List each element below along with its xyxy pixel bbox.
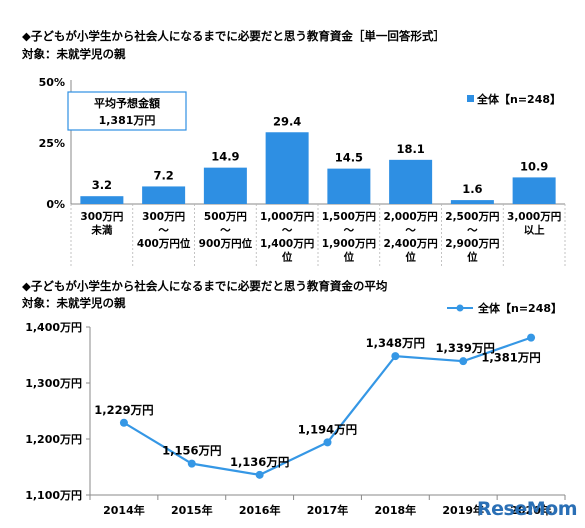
bar-x-tick-label: 300万円	[80, 211, 123, 223]
watermark-logo: ReseMom	[477, 498, 577, 520]
bar-x-tick-label: 500万円	[204, 211, 247, 223]
average-annotation-value: 1,381万円	[99, 114, 156, 127]
bar-x-tick-label: 2,500万円	[445, 211, 499, 223]
bar-y-tick-label: 25%	[39, 137, 65, 150]
line-value-label: 1,381万円	[481, 351, 540, 365]
bar-value-label: 18.1	[396, 142, 424, 156]
bar-x-tick-label: ～	[467, 225, 478, 237]
bar-value-label: 7.2	[153, 168, 173, 182]
bar-x-tick-label: 2,400万円	[384, 238, 438, 250]
line-value-label: 1,339万円	[436, 341, 495, 355]
bar-x-tick-label: 未満	[90, 224, 112, 237]
bar-x-tick-label: 1,500万円	[322, 211, 376, 223]
line-point	[255, 470, 264, 479]
line-x-tick-label: 2020年	[510, 503, 552, 517]
bar	[450, 200, 494, 204]
line-y-tick-label: 1,400万円	[25, 321, 82, 334]
bar	[512, 177, 556, 204]
line-legend-marker	[456, 304, 464, 312]
line-value-label: 1,136万円	[230, 455, 289, 469]
line-chart-subtitle: 対象：未就学児の親	[21, 296, 126, 310]
bar-value-label: 1.6	[462, 182, 482, 196]
bar	[80, 196, 124, 204]
bar-x-tick-label: 300万円	[142, 211, 185, 223]
bar-legend-swatch	[467, 95, 474, 102]
bar-x-tick-label: 2,900万円	[445, 238, 499, 250]
line-chart-title: ◆子どもが小学生から社会人になるまでに必要だと思う教育資金の平均	[22, 279, 387, 293]
line-value-label: 1,156万円	[162, 444, 221, 458]
bar-x-tick-label: ～	[344, 225, 355, 237]
bar-chart-title: ◆子どもが小学生から社会人になるまでに必要だと思う教育資金［単一回答形式］	[22, 29, 445, 43]
bar-x-tick-label: 以上	[524, 224, 545, 237]
line-x-tick-label: 2016年	[239, 503, 281, 517]
bar-x-tick-label: ～	[220, 225, 231, 237]
bar-x-tick-label: 2,000万円	[384, 211, 438, 223]
bar-x-tick-label: 3,000万円	[507, 211, 561, 223]
bar	[389, 159, 433, 204]
line-point	[391, 352, 400, 361]
bar-legend-label: 全体【n=248】	[476, 92, 561, 106]
bar-x-tick-label: ～	[282, 225, 293, 237]
bar-x-tick-label: 位	[405, 251, 416, 264]
bar-value-label: 29.4	[273, 114, 301, 128]
line-x-tick-label: 2015年	[171, 503, 213, 517]
bar	[265, 132, 309, 204]
bar-x-tick-label: 位	[282, 251, 293, 264]
bar-value-label: 10.9	[520, 159, 548, 173]
bar-x-tick-label: 位	[467, 251, 478, 264]
line-point	[187, 459, 196, 468]
line-x-tick-label: 2014年	[103, 503, 145, 517]
line-value-label: 1,229万円	[94, 403, 153, 417]
bar-x-tick-label: ～	[405, 225, 416, 237]
bar-value-label: 3.2	[92, 178, 112, 192]
bar-value-label: 14.9	[211, 150, 239, 164]
bar-chart-subtitle: 対象：未就学児の親	[21, 47, 126, 61]
line-x-tick-label: 2017年	[307, 503, 349, 517]
bar	[203, 167, 247, 204]
bar-value-label: 14.5	[335, 151, 363, 165]
bar-x-tick-label: 1,000万円	[260, 211, 314, 223]
line-point	[459, 357, 468, 366]
bar-x-tick-label: ～	[158, 225, 169, 237]
bar	[142, 186, 186, 204]
average-annotation-box	[67, 91, 187, 131]
line-value-label: 1,194万円	[298, 422, 357, 436]
line-y-tick-label: 1,300万円	[25, 377, 82, 390]
bar-x-tick-label: 900万円位	[199, 237, 253, 250]
bar-x-tick-label: 1,900万円	[322, 238, 376, 250]
bar-x-tick-label: 位	[344, 251, 355, 264]
line-legend-label: 全体【n=248】	[477, 301, 562, 315]
line-point	[323, 438, 332, 447]
bar-x-tick-label: 400万円位	[137, 237, 191, 250]
line-y-tick-label: 1,200万円	[25, 433, 82, 446]
bar-y-tick-label: 50%	[39, 76, 65, 89]
bar-y-tick-label: 0%	[46, 198, 65, 211]
line-point	[527, 333, 536, 342]
line-point	[119, 418, 128, 427]
bar	[327, 168, 371, 204]
bar-x-tick-label: 1,400万円	[260, 238, 314, 250]
line-x-tick-label: 2018年	[375, 503, 417, 517]
line-x-tick-label: 2019年	[442, 503, 484, 517]
line-value-label: 1,348万円	[366, 336, 425, 350]
line-y-tick-label: 1,100万円	[25, 489, 82, 502]
average-annotation-label: 平均予想金額	[94, 96, 160, 110]
